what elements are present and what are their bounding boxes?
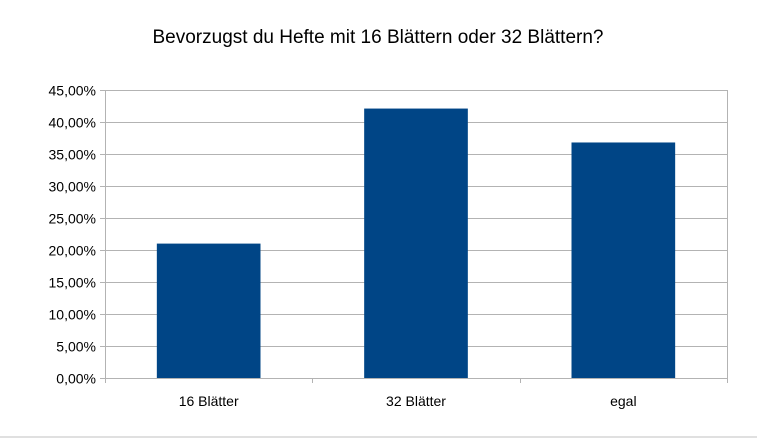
y-tick-label: 30,00% — [49, 179, 96, 195]
y-tick-label: 45,00% — [49, 83, 96, 99]
y-tick-label: 20,00% — [49, 243, 96, 259]
x-category-label: egal — [610, 393, 636, 409]
y-axis-ticks: 0,00% 5,00% 10,00% 15,00% 20,00% 25,00% 30,00%… — [49, 83, 105, 387]
x-category-label: 16 Blätter — [179, 393, 239, 409]
bar-0 — [156, 243, 261, 378]
y-tick-label: 35,00% — [49, 147, 96, 163]
axes — [105, 90, 728, 383]
y-tick-label: 15,00% — [49, 275, 96, 291]
chart-title: Bevorzugst du Hefte mit 16 Blättern oder… — [153, 27, 604, 48]
x-axis-categories: 16 Blätter 32 Blätter egal — [179, 393, 637, 409]
bar-1 — [364, 108, 468, 378]
bar-2 — [571, 142, 676, 378]
y-tick-label: 0,00% — [56, 371, 96, 387]
y-tick-label: 5,00% — [56, 339, 96, 355]
bars — [156, 108, 676, 378]
y-tick-label: 40,00% — [49, 115, 96, 131]
y-tick-label: 25,00% — [49, 211, 96, 227]
y-tick-label: 10,00% — [49, 307, 96, 323]
x-category-label: 32 Blätter — [386, 393, 446, 409]
